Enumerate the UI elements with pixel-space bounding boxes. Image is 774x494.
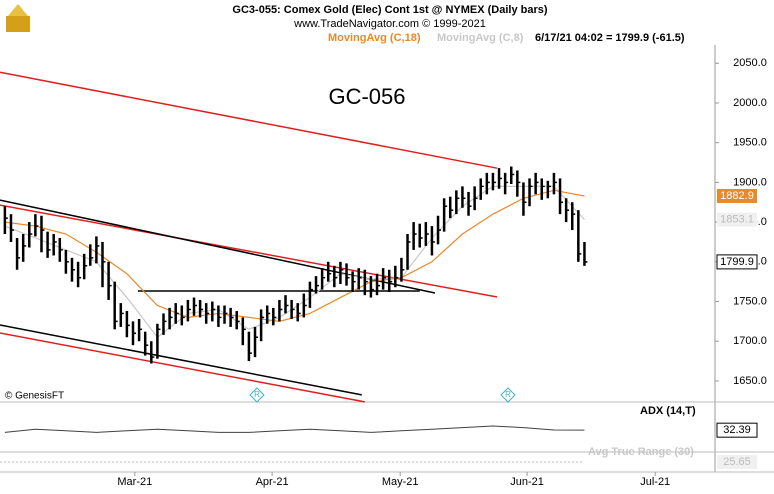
value-box	[717, 188, 757, 203]
x-tick-label: Apr-21	[256, 476, 289, 488]
atr-label: Avg True Range (30)	[588, 446, 694, 458]
value-box	[717, 455, 757, 469]
logo	[6, 4, 30, 32]
value-box-label: 1882.9	[720, 190, 754, 202]
y-tick-label: 1900.0	[733, 176, 767, 188]
svg-text:R: R	[505, 390, 511, 399]
value-box-label: 25.65	[723, 456, 751, 468]
status: 6/17/21 04:02 = 1799.9 (-61.5)	[535, 32, 685, 44]
adx-label: ADX (14,T)	[640, 405, 696, 417]
value-box-label: 1799.9	[720, 256, 754, 268]
subtitle: www.TradeNavigator.com © 1999-2021	[293, 18, 486, 30]
y-tick-label: 1700.0	[733, 335, 767, 347]
value-box-label: 1853.1	[720, 214, 754, 226]
r-marker: R R	[249, 387, 516, 403]
value-box	[716, 254, 758, 270]
trend-line	[0, 332, 365, 403]
x-tick-label: Mar-21	[117, 476, 152, 488]
trend-line	[0, 71, 498, 169]
value-box	[716, 422, 758, 438]
trend-line	[0, 204, 498, 298]
study-legend: MovingAvg (C,18)	[328, 32, 421, 44]
svg-text:R: R	[254, 390, 260, 399]
annotation: GC-056	[328, 84, 405, 109]
chart-title: GC3-055: Comex Gold (Elec) Cont 1st @ NY…	[232, 4, 547, 16]
study-legend: MovingAvg (C,8)	[437, 32, 524, 44]
y-tick-label: 1650.0	[733, 375, 767, 387]
copyright: © GenesisFT	[5, 391, 64, 402]
value-box	[717, 212, 757, 227]
adx-line	[4, 425, 585, 433]
value-box-label: 32.39	[723, 424, 751, 436]
y-tick-label: 2000.0	[733, 97, 767, 109]
y-tick-label: 2050.0	[733, 57, 767, 69]
y-tick-label: 1750.0	[733, 295, 767, 307]
trend-line	[0, 324, 362, 396]
y-tick-label: 1950.0	[733, 137, 767, 149]
x-tick-label: Jul-21	[640, 476, 670, 488]
x-tick-label: May-21	[382, 476, 419, 488]
x-tick-label: Jun-21	[510, 476, 544, 488]
